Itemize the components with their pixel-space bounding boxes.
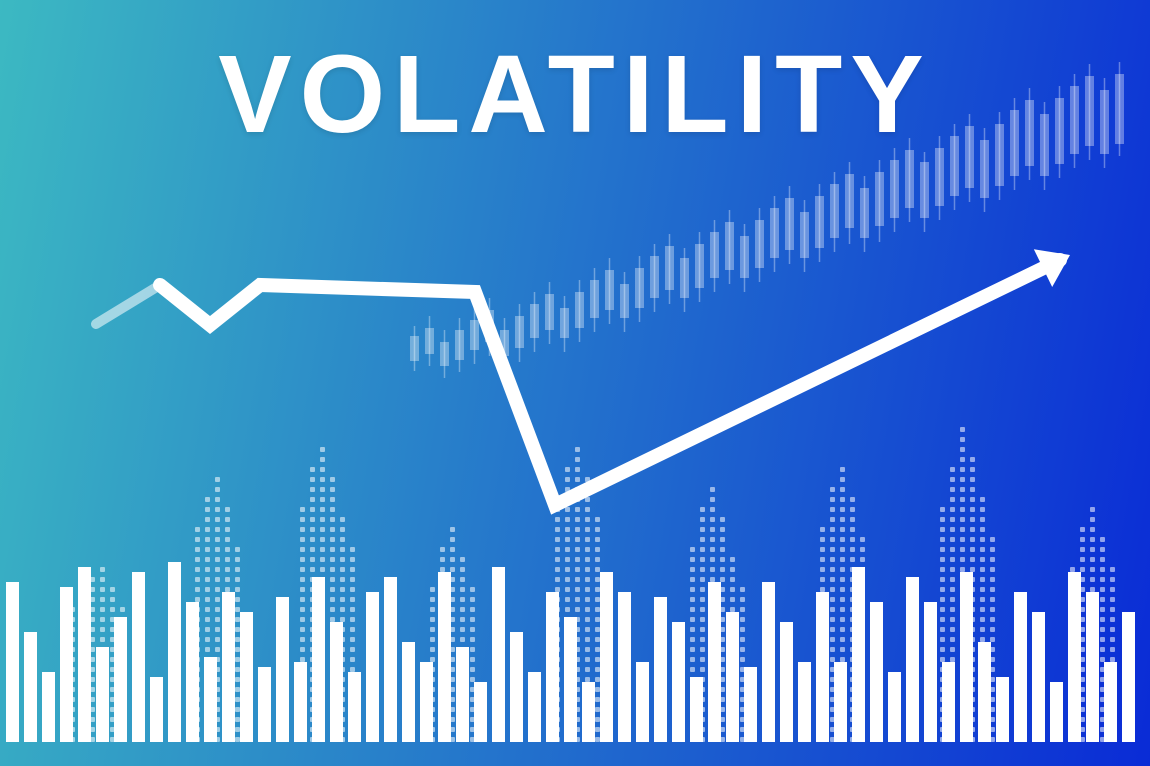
chart-title: VOLATILITY	[0, 40, 1150, 150]
volatility-infographic: VOLATILITY	[0, 0, 1150, 766]
